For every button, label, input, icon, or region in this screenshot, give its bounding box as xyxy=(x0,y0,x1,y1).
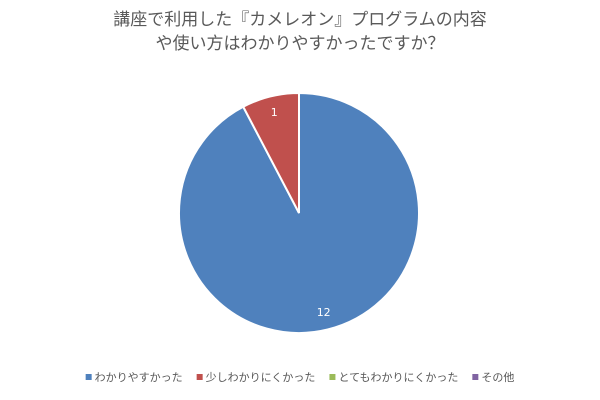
legend-swatch xyxy=(329,374,336,380)
legend-label: 少しわかりにくかった xyxy=(206,371,316,384)
legend-label: とてもわかりにくかった xyxy=(338,371,458,384)
chart-title: 講座で利用した『カメレオン』プログラムの内容や使い方はわかりやすかったですか？ xyxy=(113,10,487,54)
legend-label: その他 xyxy=(481,371,514,384)
legend: わかりやすかった 少しわかりにくかった とてもわかりにくかった その他 xyxy=(85,371,514,384)
legend-label: わかりやすかった xyxy=(95,371,183,384)
legend-swatch xyxy=(85,374,92,380)
pie-slice xyxy=(241,91,300,214)
legend-swatch xyxy=(472,374,479,380)
data-label: 1 xyxy=(271,106,278,119)
data-label: 12 xyxy=(317,306,331,319)
legend-swatch xyxy=(196,374,203,380)
